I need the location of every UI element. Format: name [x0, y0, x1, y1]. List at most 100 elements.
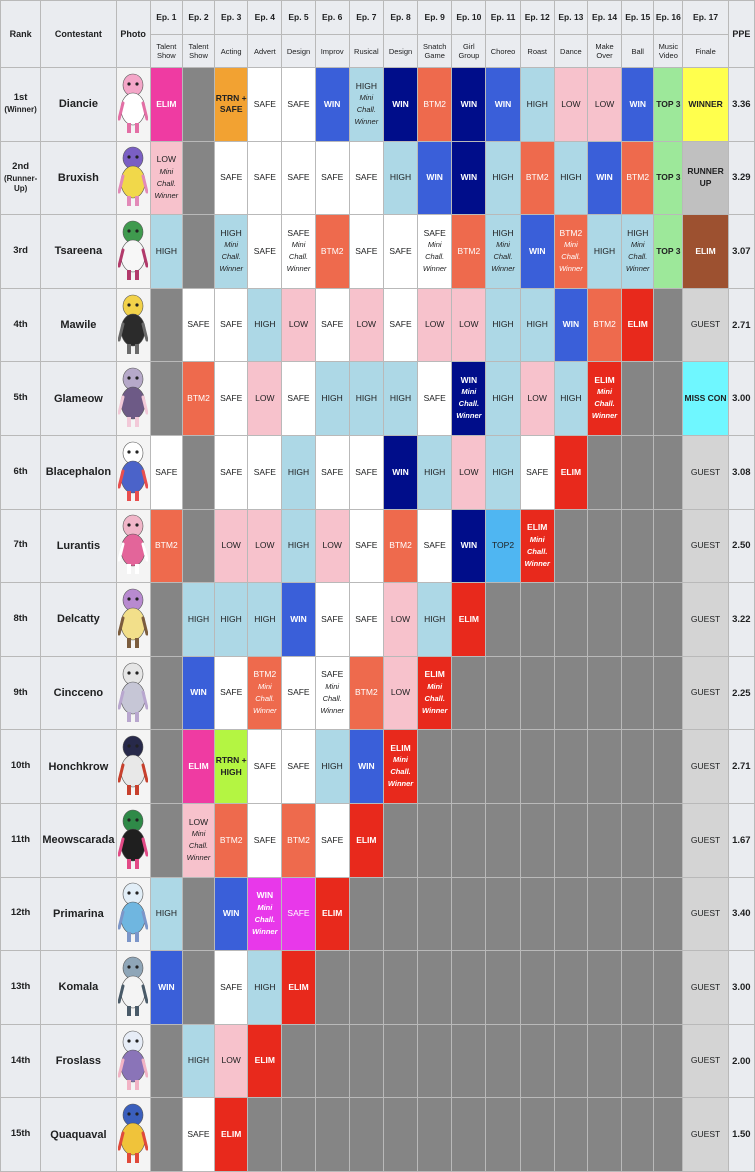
- result-label: SAFE: [220, 319, 243, 330]
- result-cell: [485, 655, 521, 731]
- result-cell: [553, 950, 588, 1025]
- mini-challenge-note: Mini Chall. Winner: [524, 534, 550, 568]
- contestant-name: Cincceno: [40, 655, 117, 731]
- result-cell: [417, 802, 453, 878]
- koala-pokemon-icon: [117, 956, 149, 1022]
- result-cell: HIGH: [417, 582, 453, 657]
- result-cell: BTM2: [314, 214, 350, 289]
- result-label: WIN: [222, 908, 240, 919]
- ppe-value: 1.50: [727, 1097, 755, 1172]
- result-cell: BTM2: [214, 802, 249, 878]
- result-label: HIGH: [155, 908, 177, 919]
- result-cell: HIGH: [348, 361, 384, 436]
- result-cell: BTM2: [281, 802, 316, 878]
- result-cell: [653, 876, 684, 952]
- result-cell: [586, 1097, 623, 1172]
- result-cell: HIGH Mini Chall. Winner: [348, 67, 384, 142]
- result-cell: [485, 729, 521, 804]
- result-cell: [417, 876, 453, 952]
- result-cell: GUEST: [682, 287, 729, 363]
- result-label: ELIM: [356, 834, 377, 845]
- result-cell: WIN: [348, 729, 384, 804]
- result-cell: [519, 1023, 555, 1099]
- result-cell: HIGH: [314, 729, 350, 804]
- result-label: SAFE: [287, 172, 310, 183]
- result-label: LOW: [594, 98, 615, 109]
- result-cell: HIGH: [485, 434, 521, 510]
- result-cell: HIGH: [553, 140, 588, 216]
- table-row: 11th Meowscarada LOW Mini Chall. Winner BTM2…: [0, 802, 755, 878]
- result-cell: [621, 950, 655, 1025]
- episode-header: Ep. 15: [621, 0, 655, 35]
- result-label: SAFE: [253, 98, 276, 109]
- result-label: SAFE: [155, 466, 178, 477]
- result-label: LOW: [288, 319, 309, 330]
- episode-theme-header: Advert: [247, 34, 283, 68]
- result-cell: [451, 876, 487, 952]
- episode-theme-header: Ball: [621, 34, 655, 68]
- result-cell: BTM2: [519, 140, 555, 216]
- result-label: LOW: [459, 319, 479, 330]
- result-cell: LOW: [382, 582, 419, 657]
- result-label: TOP 3: [656, 172, 681, 183]
- contestant-photo: [115, 802, 151, 878]
- result-label: SAFE: [321, 319, 344, 330]
- result-cell: [621, 729, 655, 804]
- result-cell: HIGH: [181, 582, 216, 657]
- result-cell: [653, 361, 684, 436]
- result-label: HIGH: [560, 172, 582, 183]
- result-label: HIGH: [389, 392, 412, 403]
- rank-cell: 4th: [0, 287, 42, 363]
- rank-cell: 6th: [0, 434, 42, 510]
- result-label: LOW: [221, 1055, 241, 1066]
- result-cell: [621, 1023, 655, 1099]
- result-cell: HIGH: [149, 214, 183, 289]
- result-cell: HIGH: [485, 287, 521, 363]
- result-label: WINNER: [688, 98, 723, 109]
- mini-challenge-note: Mini Chall. Winner: [219, 240, 244, 274]
- ppe-value: 2.71: [727, 287, 755, 363]
- result-cell: [586, 655, 623, 731]
- result-label: WIN: [158, 981, 175, 992]
- result-cell: WIN: [451, 140, 487, 216]
- result-cell: SAFE: [247, 434, 283, 510]
- result-label: WIN: [460, 374, 478, 385]
- result-cell: SAFE: [181, 287, 216, 363]
- rank-label: 1st: [13, 92, 28, 104]
- contestant-photo: [115, 434, 151, 510]
- result-cell: HIGH: [247, 582, 283, 657]
- result-label: SAFE: [287, 98, 310, 109]
- result-cell: [621, 582, 655, 657]
- result-label: GUEST: [690, 613, 721, 624]
- contestant-name: Quaquaval: [40, 1097, 117, 1172]
- contestant-photo: [115, 1023, 151, 1099]
- mini-challenge-note: Mini Chall. Winner: [186, 828, 211, 862]
- episode-theme-header: Improv: [314, 34, 350, 68]
- result-label: GUEST: [690, 1128, 721, 1139]
- table-row: 14th Froslass HIGH LOW ELIM GUEST 2.00: [0, 1023, 755, 1099]
- result-label: HIGH: [220, 613, 242, 624]
- result-cell: ELIM Mini Chall. Winner: [382, 729, 419, 804]
- episode-theme-header: Talent Show: [181, 34, 216, 68]
- result-cell: LOW: [281, 287, 316, 363]
- result-label: ELIM: [527, 522, 548, 533]
- seal-pokemon-icon: [117, 883, 149, 948]
- contestant-name: Blacephalon: [40, 434, 117, 510]
- result-cell: [485, 876, 521, 952]
- result-cell: LOW: [553, 67, 588, 142]
- rank-label: 8th: [13, 613, 28, 625]
- result-cell: SAFE: [314, 434, 350, 510]
- result-cell: ELIM Mini Chall. Winner: [417, 655, 453, 731]
- result-cell: [451, 655, 487, 731]
- episode-theme-header: Roast: [519, 34, 555, 68]
- rank-label: 7th: [13, 539, 28, 551]
- result-cell: [621, 361, 655, 436]
- result-cell: [348, 876, 384, 952]
- result-label: SAFE: [355, 466, 378, 477]
- result-label: SAFE: [220, 392, 243, 403]
- result-cell: SAFE: [247, 140, 283, 216]
- result-cell: [348, 1023, 384, 1099]
- result-cell: BTM2: [451, 214, 487, 289]
- result-label: SAFE: [423, 227, 446, 238]
- episode-theme-header: Snatch Game: [417, 34, 453, 68]
